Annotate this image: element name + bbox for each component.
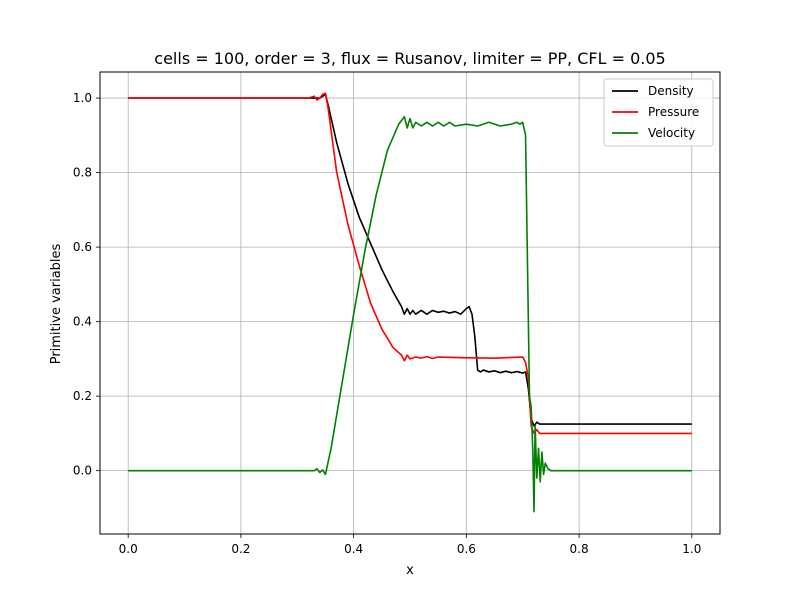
y-tick-label: 0.2 xyxy=(73,389,92,403)
y-tick-label: 1.0 xyxy=(73,91,92,105)
x-tick-label: 0.4 xyxy=(344,542,363,556)
x-tick-label: 1.0 xyxy=(682,542,701,556)
y-tick-label: 0.0 xyxy=(73,464,92,478)
x-axis-label: x xyxy=(406,563,414,578)
y-tick-label: 0.4 xyxy=(73,315,92,329)
y-tick-label: 0.6 xyxy=(73,240,92,254)
x-tick-label: 0.2 xyxy=(231,542,250,556)
x-tick-label: 0.8 xyxy=(570,542,589,556)
legend-label-velocity: Velocity xyxy=(648,126,695,140)
series-line-density xyxy=(128,93,692,427)
chart-title: cells = 100, order = 3, flux = Rusanov, … xyxy=(154,49,665,68)
series-line-velocity xyxy=(128,115,692,513)
x-tick-label: 0.0 xyxy=(119,542,138,556)
axis-ticks: 0.0 0.2 0.4 0.6 0.8 1.0 0.0 0.2 0.4 0.6 0.8 1.0 xyxy=(73,91,701,556)
grid-lines xyxy=(100,72,720,534)
legend-label-density: Density xyxy=(648,84,694,98)
legend-box xyxy=(603,78,714,147)
y-axis-label: Primitive variables xyxy=(49,243,64,364)
legend: Density Pressure Velocity xyxy=(603,78,714,147)
legend-label-pressure: Pressure xyxy=(648,105,699,119)
series-layer xyxy=(128,92,692,513)
y-tick-label: 0.8 xyxy=(73,166,92,180)
x-tick-label: 0.6 xyxy=(457,542,476,556)
axes-frame xyxy=(99,71,721,535)
